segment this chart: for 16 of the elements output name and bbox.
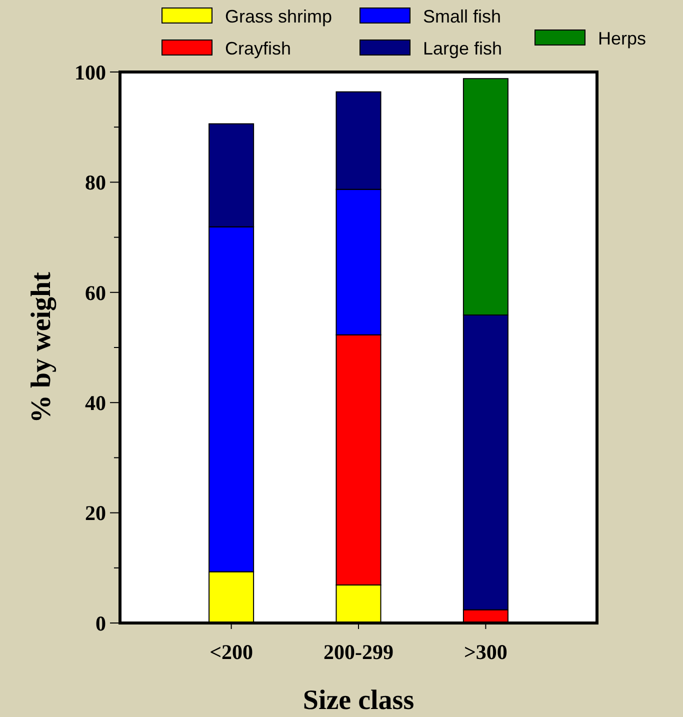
legend-label: Grass shrimp — [225, 6, 332, 26]
x-axis-title: Size class — [302, 685, 414, 716]
x-tick-label: 200-299 — [324, 640, 394, 664]
legend-label: Herps — [598, 28, 646, 48]
x-tick-label: <200 — [210, 640, 254, 664]
y-tick-label: 0 — [96, 611, 106, 636]
y-axis-title: % by weight — [26, 271, 57, 423]
y-tick-label: 100 — [74, 60, 106, 84]
x-tick-label: >300 — [464, 640, 508, 664]
legend-label: Large fish — [423, 38, 502, 58]
y-tick-label: 80 — [85, 170, 106, 195]
y-tick-label: 20 — [85, 501, 106, 526]
y-tick-label: 60 — [85, 280, 106, 305]
legend-label: Small fish — [423, 6, 502, 26]
legend-label: Crayfish — [225, 38, 292, 58]
y-tick-label: 40 — [85, 390, 106, 415]
